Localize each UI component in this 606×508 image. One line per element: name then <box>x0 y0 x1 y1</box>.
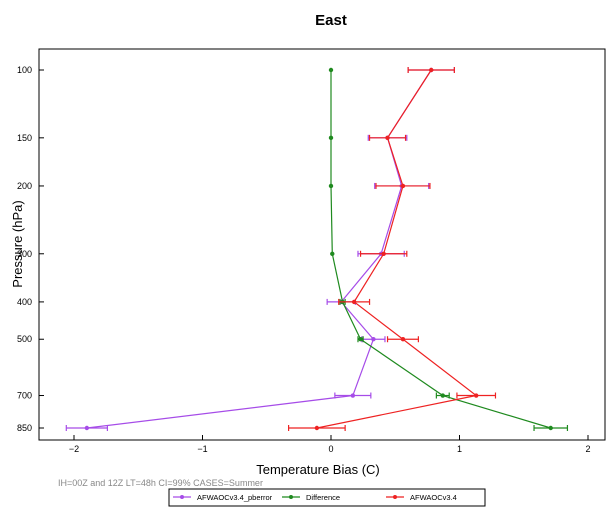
data-point-2-0 <box>429 67 434 73</box>
x-axis-label: Temperature Bias (C) <box>256 462 380 477</box>
data-point-0-7 <box>84 425 90 431</box>
data-point-1-3 <box>330 251 335 256</box>
series-line-2 <box>316 69 478 429</box>
x-tick-label-0: −2 <box>69 444 79 454</box>
y-tick-label-400: 400 <box>17 297 32 307</box>
data-point-1-7 <box>548 425 553 431</box>
chart-caption: IH=00Z and 12Z LT=48h CI=99% CASES=Summe… <box>58 478 263 488</box>
series-0 <box>65 67 455 431</box>
x-tick-label-1: −1 <box>197 444 207 454</box>
plot-frame <box>38 48 606 441</box>
legend-label-2: AFWAOCv3.4 <box>410 493 457 502</box>
data-point-1-1 <box>328 135 334 141</box>
legend-label-0: AFWAOCv3.4_pberror <box>197 493 273 502</box>
data-point-2-4 <box>351 299 357 305</box>
y-axis: 100 150 200 300 400 500 700 850 <box>17 65 44 433</box>
data-point-1-0 <box>328 67 334 73</box>
x-tick-label-3: 1 <box>457 444 462 454</box>
data-point-1-2 <box>328 183 334 189</box>
data-point-1-6 <box>440 393 445 398</box>
legend-marker-0 <box>180 495 184 499</box>
series-line-0 <box>86 69 432 429</box>
series-layer <box>65 67 569 431</box>
data-point-2-6 <box>474 393 479 398</box>
chart-title: East <box>315 12 347 29</box>
legend-marker-1 <box>289 495 293 499</box>
data-point-2-1 <box>385 135 390 141</box>
series-1 <box>328 67 569 431</box>
y-tick-label-700: 700 <box>17 391 32 401</box>
x-tick-label-4: 2 <box>585 444 590 454</box>
legend-label-1: Difference <box>306 493 340 502</box>
data-point-0-5 <box>371 337 376 342</box>
y-tick-label-100: 100 <box>17 65 32 75</box>
legend: AFWAOCv3.4_pberror Difference AFWAOCv3.4 <box>168 488 486 507</box>
legend-box <box>168 488 486 507</box>
data-point-2-7 <box>314 425 320 431</box>
series-line-1 <box>330 70 551 429</box>
y-tick-label-200: 200 <box>17 181 32 191</box>
y-tick-label-850: 850 <box>17 423 32 433</box>
y-tick-label-150: 150 <box>17 133 32 143</box>
x-tick-label-2: 0 <box>328 444 333 454</box>
data-point-0-6 <box>350 393 356 398</box>
y-axis-label: Pressure (hPa) <box>10 200 25 287</box>
series-2 <box>287 67 497 431</box>
data-point-2-3 <box>381 251 386 256</box>
y-tick-label-500: 500 <box>17 334 32 344</box>
legend-marker-2 <box>393 495 397 499</box>
data-point-2-2 <box>400 183 406 189</box>
data-point-1-5 <box>358 337 363 342</box>
y-tick-label-300: 300 <box>17 249 32 259</box>
data-point-2-5 <box>400 337 406 342</box>
x-axis: −2 −1 0 1 2 <box>69 435 591 454</box>
